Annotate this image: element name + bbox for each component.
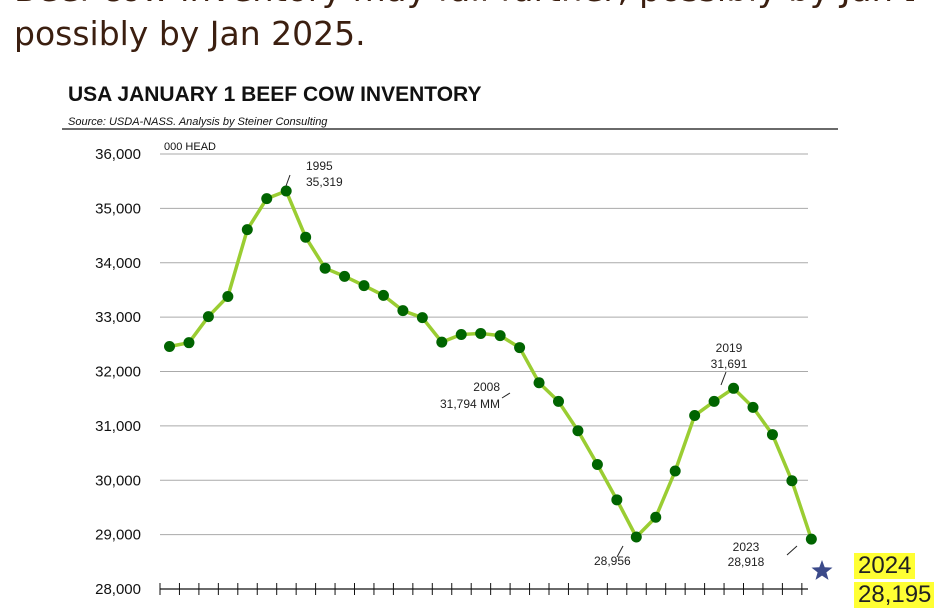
data-point	[669, 465, 681, 477]
y-tick-label: 35,000	[95, 200, 141, 217]
annotation-year: 1995	[306, 159, 333, 173]
series-line-path	[169, 189, 814, 540]
chart-source: Source: USDA-NASS. Analysis by Steiner C…	[68, 116, 328, 128]
data-point	[572, 425, 584, 437]
headline-line-2: possibly by Jan 2025.	[14, 14, 366, 53]
data-point	[766, 429, 778, 441]
annotation-leader	[616, 545, 624, 558]
annotation-year: 2023	[733, 540, 760, 554]
y-tick-label: 31,000	[95, 418, 141, 435]
data-point	[358, 280, 370, 292]
data-point	[261, 193, 273, 205]
annotation-year: 2008	[473, 380, 500, 394]
headline-line-1: Beef cow inventory may fall further, pos…	[14, 0, 914, 10]
annotation-value: 28,918	[728, 555, 765, 569]
y-tick-label: 32,000	[95, 364, 141, 381]
x-axis	[159, 583, 808, 595]
y-tick-label: 29,000	[95, 527, 141, 544]
data-point	[689, 410, 701, 422]
y-tick-labels: 36,000 35,000 34,000 33,000 32,000 31,000 30,0…	[95, 146, 141, 598]
data-point	[183, 337, 195, 349]
data-point	[416, 312, 428, 324]
data-point	[611, 494, 623, 506]
annotation-leader	[285, 174, 291, 187]
y-tick-label: 34,000	[95, 255, 141, 272]
data-point	[339, 270, 351, 282]
unit-label: 000 HEAD	[164, 141, 216, 153]
projection-value-label: 28,195	[854, 582, 934, 608]
data-point	[728, 382, 740, 394]
data-point	[436, 336, 448, 348]
grid-lines	[160, 153, 808, 536]
data-point	[202, 311, 214, 323]
y-tick-label: 28,000	[95, 581, 141, 598]
data-point	[241, 224, 253, 236]
data-point	[222, 290, 234, 302]
series-markers	[164, 185, 817, 545]
data-point	[475, 327, 487, 339]
annotation-leader	[720, 371, 727, 386]
projection-year-label: 2024	[854, 553, 916, 579]
annotation-leader	[501, 392, 511, 399]
data-point	[280, 185, 292, 197]
data-point	[533, 377, 545, 389]
data-point	[553, 395, 564, 407]
annotation-value: 35,319	[306, 175, 343, 189]
annotations: 1995 35,319 2008 31,794 MM 28,956 2019 31,691 2…	[285, 159, 798, 569]
data-point	[786, 475, 798, 487]
annotation-year: 2019	[716, 341, 743, 355]
data-point	[494, 330, 506, 342]
data-point	[377, 289, 389, 301]
data-point	[708, 395, 720, 407]
data-point	[747, 401, 759, 413]
annotation-value: 28,956	[594, 554, 631, 568]
y-tick-label: 33,000	[95, 309, 141, 326]
projection-star-icon	[811, 560, 833, 580]
y-tick-label: 30,000	[95, 472, 141, 489]
data-point	[630, 531, 642, 543]
data-point	[591, 458, 603, 470]
data-point	[300, 231, 312, 243]
data-point	[164, 340, 175, 352]
data-point	[455, 329, 467, 341]
y-tick-label: 36,000	[95, 146, 141, 163]
data-point	[650, 511, 662, 523]
data-point	[805, 533, 817, 545]
annotation-value: 31,691	[711, 357, 748, 371]
data-point	[514, 342, 526, 354]
annotation-value: 31,794 MM	[440, 397, 500, 411]
data-point	[397, 305, 409, 317]
series-line	[169, 189, 814, 540]
data-point	[319, 262, 331, 274]
annotation-leader	[786, 545, 798, 556]
chart-title: USA JANUARY 1 BEEF COW INVENTORY	[68, 83, 481, 106]
